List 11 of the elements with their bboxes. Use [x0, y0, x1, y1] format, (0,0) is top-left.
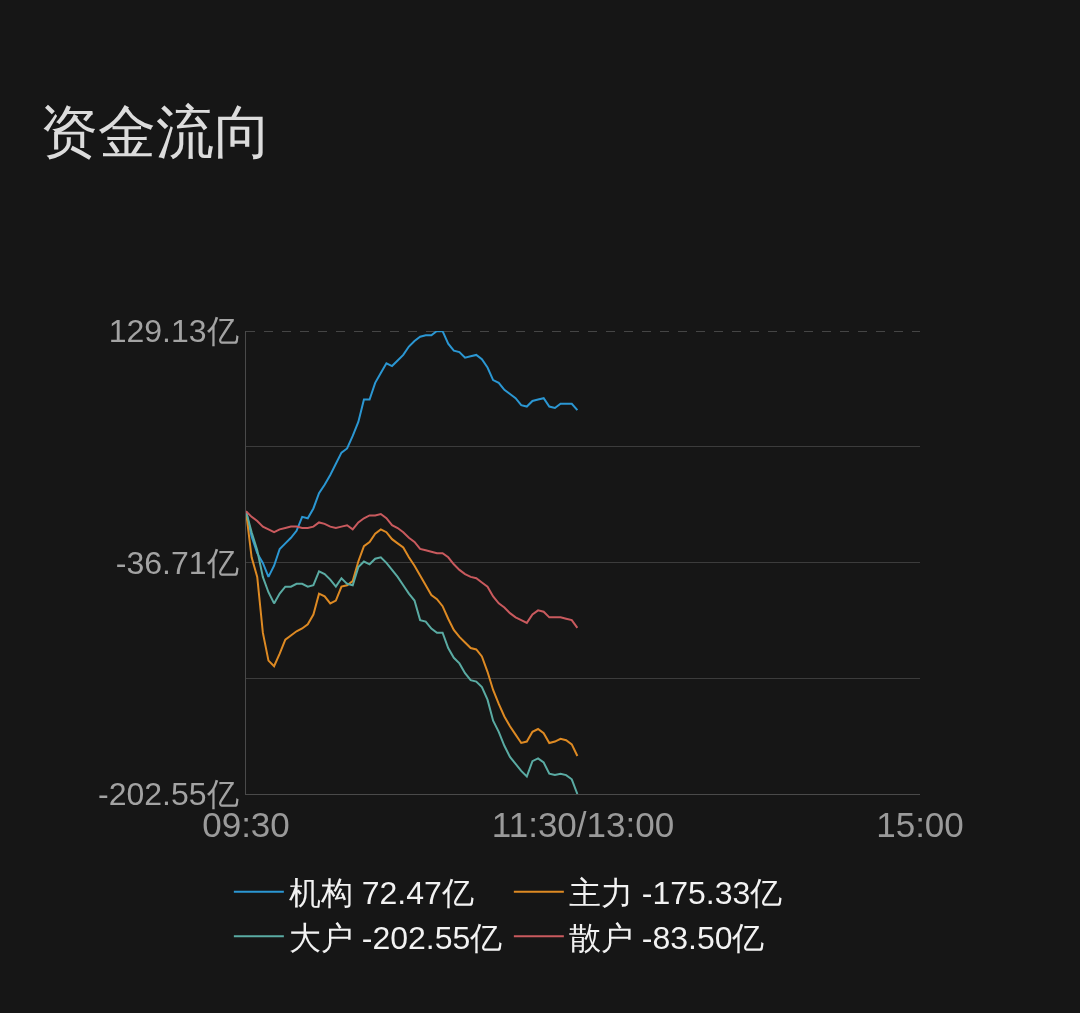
y-tick-label: -36.71亿 [115, 544, 239, 581]
legend-label: 散户 -83.50亿 [568, 919, 765, 956]
line-series [246, 510, 579, 629]
x-tick-label: 11:30/13:00 [491, 805, 675, 844]
x-tick-label: 15:00 [876, 805, 964, 844]
line-series [246, 331, 579, 578]
legend-label: 机构 72.47亿 [288, 875, 474, 912]
chart-title: 资金流向 [40, 99, 272, 165]
legend-label: 主力 -175.33亿 [568, 875, 783, 912]
y-tick-label: 129.13亿 [108, 313, 239, 350]
legend-label: 大户 -202.55亿 [288, 919, 503, 956]
